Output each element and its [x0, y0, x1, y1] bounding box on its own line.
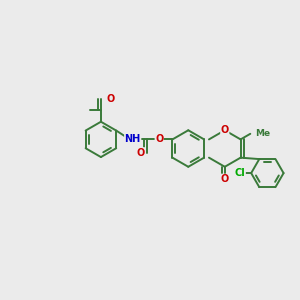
Text: O: O [155, 134, 163, 144]
Text: NH: NH [124, 134, 141, 144]
Text: O: O [136, 148, 145, 158]
Text: Cl: Cl [235, 168, 245, 178]
Text: O: O [221, 174, 229, 184]
Text: Me: Me [255, 129, 270, 138]
Text: O: O [106, 94, 115, 104]
Text: O: O [221, 125, 229, 135]
